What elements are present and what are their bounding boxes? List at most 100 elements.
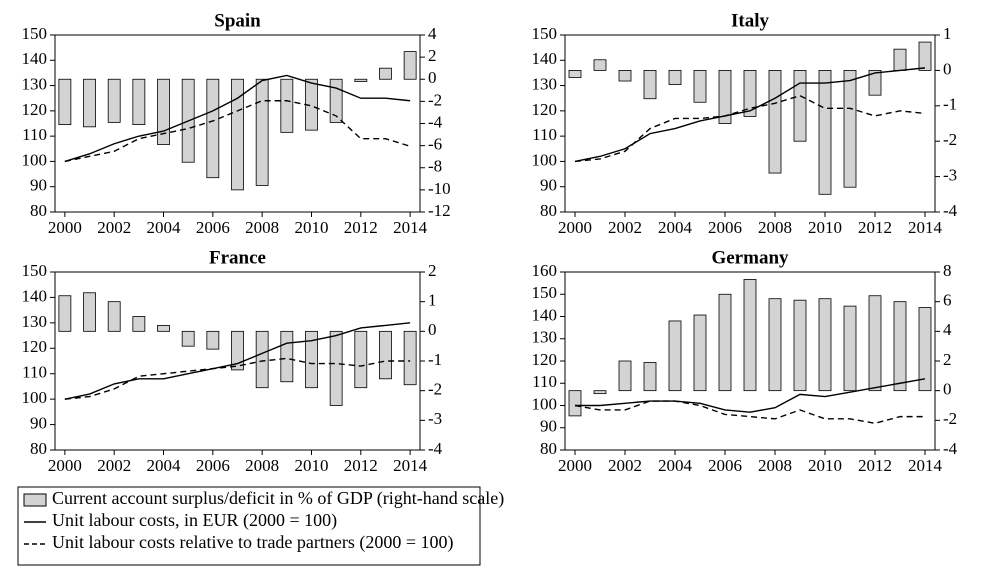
x-tick-label: 2012	[858, 456, 892, 475]
bar	[157, 78, 170, 145]
y2-tick-label: -10	[428, 179, 451, 198]
bar	[793, 70, 807, 142]
y2-tick-label: 8	[943, 261, 952, 280]
y-tick-label: 90	[30, 176, 47, 195]
y-tick-label: 110	[532, 372, 557, 391]
bar	[107, 301, 121, 332]
y-tick-label: 140	[532, 305, 558, 324]
y-tick-label: 140	[22, 49, 48, 68]
bar	[83, 78, 96, 128]
legend-label: Unit labour costs relative to trade part…	[52, 532, 454, 553]
bar	[83, 292, 96, 332]
x-tick-label: 2000	[48, 456, 82, 475]
y-tick-label: 90	[30, 413, 47, 432]
chart-title: Italy	[731, 10, 770, 31]
bar	[568, 390, 582, 417]
bar	[768, 298, 782, 392]
x-tick-label: 2004	[147, 218, 182, 237]
y2-tick-label: 1	[943, 24, 952, 43]
bar	[618, 360, 632, 392]
legend-label: Unit labour costs, in EUR (2000 = 100)	[52, 510, 337, 531]
y-tick-label: 80	[30, 201, 47, 220]
bar	[379, 330, 392, 380]
bar	[354, 330, 368, 389]
y-tick-label: 150	[532, 283, 558, 302]
line	[575, 378, 926, 413]
bar	[718, 293, 732, 392]
x-tick-label: 2008	[758, 218, 792, 237]
x-tick-label: 2014	[393, 456, 428, 475]
y-tick-label: 100	[532, 150, 558, 169]
x-tick-label: 2008	[245, 218, 279, 237]
y2-tick-label: -2	[943, 409, 957, 428]
y2-tick-label: -2	[428, 380, 442, 399]
bar	[403, 330, 417, 386]
chart-title: Germany	[711, 247, 789, 268]
bar	[868, 70, 882, 96]
y-tick-label: 100	[22, 150, 48, 169]
y2-tick-label: -2	[943, 130, 957, 149]
bar	[58, 295, 72, 332]
line	[64, 74, 411, 163]
bar	[329, 330, 343, 406]
y-tick-label: 120	[532, 100, 558, 119]
y2-tick-label: 0	[428, 320, 437, 339]
bar	[868, 295, 882, 392]
y2-tick-label: 0	[428, 68, 437, 87]
bar	[918, 307, 932, 392]
y2-tick-label: 2	[943, 350, 952, 369]
y-tick-label: 80	[30, 439, 47, 458]
bar	[668, 320, 682, 392]
y-tick-label: 90	[540, 176, 557, 195]
bar	[693, 70, 707, 103]
y2-tick-label: -1	[943, 95, 957, 114]
y-tick-label: 120	[532, 350, 558, 369]
y2-tick-label: -6	[428, 135, 442, 154]
y-tick-label: 110	[22, 363, 47, 382]
y2-tick-label: 1	[428, 291, 437, 310]
x-tick-label: 2000	[558, 456, 592, 475]
plot-frame	[564, 34, 936, 213]
y2-tick-label: -4	[428, 439, 443, 458]
bar	[132, 78, 146, 126]
y-tick-label: 110	[532, 125, 557, 144]
bar	[379, 67, 392, 80]
bar	[593, 59, 607, 71]
bar	[818, 70, 832, 195]
y2-tick-label: -2	[428, 90, 442, 109]
y2-tick-label: 4	[943, 320, 952, 339]
y-tick-label: 130	[22, 74, 48, 93]
bar	[743, 279, 757, 392]
x-tick-label: 2010	[808, 218, 842, 237]
y2-tick-label: -8	[428, 157, 442, 176]
bar	[231, 78, 244, 191]
bar	[132, 316, 146, 332]
x-tick-label: 2006	[708, 456, 742, 475]
bar	[768, 70, 782, 174]
bar	[305, 330, 318, 389]
y2-tick-label: 0	[943, 59, 952, 78]
y-tick-label: 80	[540, 439, 557, 458]
x-tick-label: 2014	[908, 456, 943, 475]
y2-tick-label: 0	[943, 380, 952, 399]
chart-title: Spain	[214, 10, 261, 31]
y2-tick-label: -3	[943, 166, 957, 185]
y-tick-label: 90	[540, 417, 557, 436]
legend-swatch	[23, 493, 47, 507]
x-tick-label: 2004	[658, 218, 693, 237]
x-tick-label: 2010	[294, 218, 328, 237]
bar	[618, 70, 632, 82]
line	[64, 357, 411, 400]
x-tick-label: 2012	[858, 218, 892, 237]
x-tick-label: 2004	[658, 456, 693, 475]
y-tick-label: 140	[22, 286, 48, 305]
bar	[354, 78, 368, 82]
bar	[818, 298, 832, 392]
x-tick-label: 2002	[97, 218, 131, 237]
y-tick-label: 140	[532, 49, 558, 68]
x-tick-label: 2006	[708, 218, 742, 237]
bar	[893, 301, 907, 392]
x-tick-label: 2012	[344, 456, 378, 475]
y-tick-label: 120	[22, 100, 48, 119]
bar	[668, 70, 682, 85]
